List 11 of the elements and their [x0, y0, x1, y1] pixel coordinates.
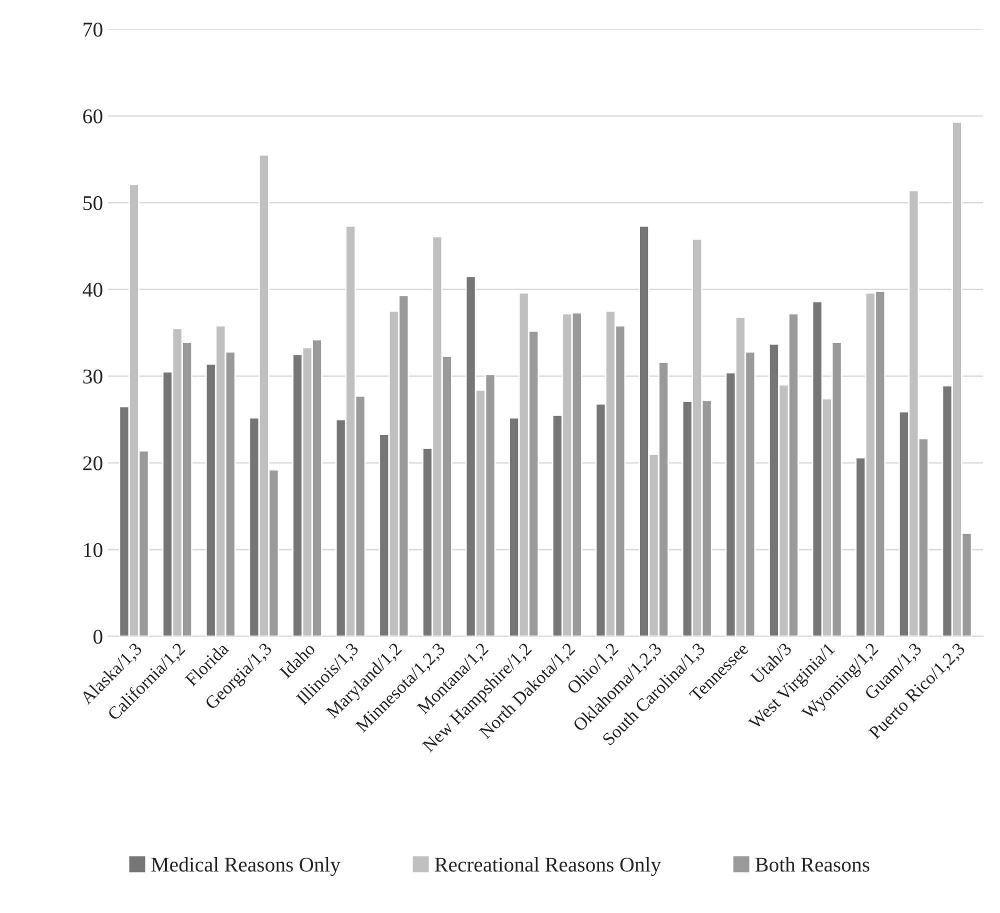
y-tick-label: 70 [84, 22, 102, 37]
legend-label: Recreational Reasons Only [434, 857, 662, 876]
legend-label: Medical Reasons Only [151, 857, 340, 876]
y-tick-label: 0 [94, 630, 102, 644]
y-tick-label: 60 [83, 109, 102, 124]
y-tick-label: 30 [83, 370, 102, 384]
y-tick-label: 20 [83, 456, 102, 470]
legend-label: Both Reasons [755, 857, 870, 872]
y-tick-label: 40 [82, 282, 102, 297]
y-tick-label: 10 [84, 543, 102, 558]
y-tick-label: 50 [84, 196, 102, 210]
